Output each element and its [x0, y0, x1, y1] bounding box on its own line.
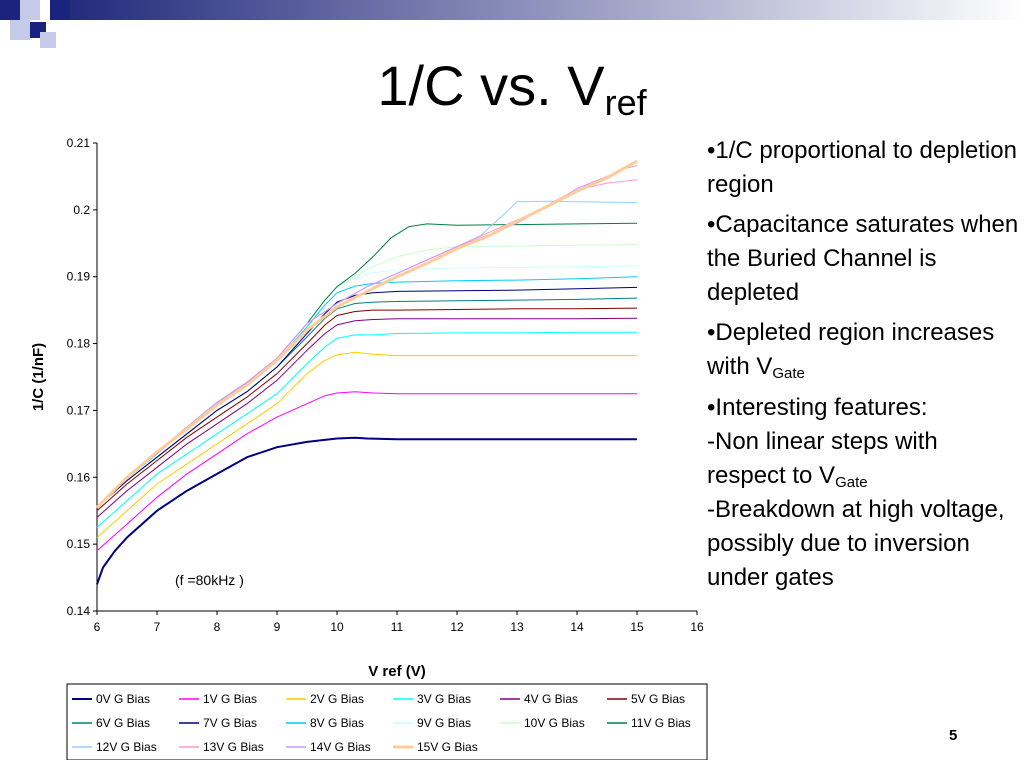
y-tick-label: 0.16	[67, 470, 91, 484]
frequency-annotation: (f =80kHz )	[175, 572, 244, 588]
bullet-item: -Breakdown at high voltage, possibly due…	[707, 496, 1005, 592]
series-line	[96, 351, 637, 538]
y-tick-label: 0.21	[67, 136, 91, 150]
x-tick-label: 10	[330, 620, 344, 634]
y-tick-label: 0.2	[73, 203, 90, 217]
x-tick-label: 14	[570, 620, 584, 634]
title-main: 1/C vs. V	[377, 54, 605, 117]
series-line	[96, 297, 638, 508]
deco-square	[10, 20, 30, 40]
legend-label: 7V G Bias	[203, 716, 257, 730]
title-gradient-bar	[70, 0, 1024, 20]
x-tick-label: 13	[510, 620, 524, 634]
legend-label: 6V G Bias	[96, 716, 150, 730]
slide-number: 5	[949, 727, 958, 744]
legend-label: 8V G Bias	[310, 716, 364, 730]
bullet-item: •Interesting features:	[707, 393, 928, 421]
series-line	[96, 179, 638, 508]
legend-label: 14V G Bias	[310, 740, 371, 754]
x-tick-label: 7	[154, 620, 161, 634]
series-line	[96, 222, 638, 508]
y-tick-label: 0.18	[67, 337, 91, 351]
y-tick-label: 0.17	[67, 403, 91, 417]
x-tick-label: 16	[690, 620, 704, 634]
deco-square	[20, 0, 40, 20]
y-tick-label: 0.15	[67, 537, 91, 551]
series-line	[96, 200, 638, 508]
legend-label: 5V G Bias	[631, 692, 685, 706]
bullet-text: -Non linear steps with respect to V	[707, 427, 938, 489]
series-line	[96, 391, 637, 552]
legend-label: 10V G Bias	[524, 716, 585, 730]
legend-label: 2V G Bias	[310, 692, 364, 706]
y-axis-label: 1/C (1/nF)	[30, 343, 47, 411]
series-line	[96, 331, 637, 528]
x-tick-label: 15	[630, 620, 644, 634]
slide-title: 1/C vs. Vref	[0, 58, 1024, 121]
legend-label: 1V G Bias	[203, 692, 257, 706]
bullet-list: •1/C proportional to depletion region •C…	[707, 134, 1019, 595]
deco-square	[50, 0, 70, 20]
title-subscript: ref	[604, 82, 647, 123]
legend-label: 0V G Bias	[96, 692, 150, 706]
y-tick-label: 0.14	[67, 604, 91, 618]
series-line	[96, 165, 638, 508]
series-line	[96, 307, 638, 512]
bullet-subscript: Gate	[772, 365, 805, 383]
x-tick-label: 8	[214, 620, 221, 634]
series-line	[96, 436, 637, 585]
x-tick-label: 11	[391, 620, 404, 634]
deco-square	[0, 0, 20, 20]
x-tick-label: 9	[274, 620, 281, 634]
bullet-text: •Depleted region increases with V	[707, 319, 995, 381]
line-chart: 0.14 0.15 0.16 0.17 0.18 0.19 0.2 0.21 6 7 8 9 10 11 1…	[30, 136, 708, 760]
y-tick-label: 0.19	[67, 270, 91, 284]
bullet-item: •1/C proportional to depletion region	[707, 137, 1017, 199]
bullet-subscript: Gate	[835, 473, 868, 491]
legend-label: 4V G Bias	[524, 692, 578, 706]
title-decoration	[0, 0, 1024, 48]
series-line	[96, 276, 638, 508]
series-line	[95, 159, 638, 509]
legend-label: 11V G Bias	[631, 716, 691, 730]
bullet-item: •Depleted region increases with VGate	[707, 316, 1019, 384]
x-tick-label: 6	[94, 620, 101, 634]
legend-label: 9V G Bias	[417, 716, 471, 730]
x-axis-label: V ref (V)	[368, 663, 426, 680]
x-tick-label: 12	[450, 620, 464, 634]
series-line	[96, 317, 638, 518]
legend-label: 13V G Bias	[203, 740, 264, 754]
bullet-item: -Non linear steps with respect to VGate	[707, 425, 1019, 493]
bullet-item: •Capacitance saturates when the Buried C…	[707, 211, 1019, 307]
series-line	[96, 286, 638, 508]
deco-square	[40, 32, 56, 48]
legend-label: 3V G Bias	[417, 692, 471, 706]
legend-box	[66, 683, 708, 760]
legend-label: 15V G Bias	[417, 740, 478, 754]
legend-label: 12V G Bias	[96, 740, 157, 754]
